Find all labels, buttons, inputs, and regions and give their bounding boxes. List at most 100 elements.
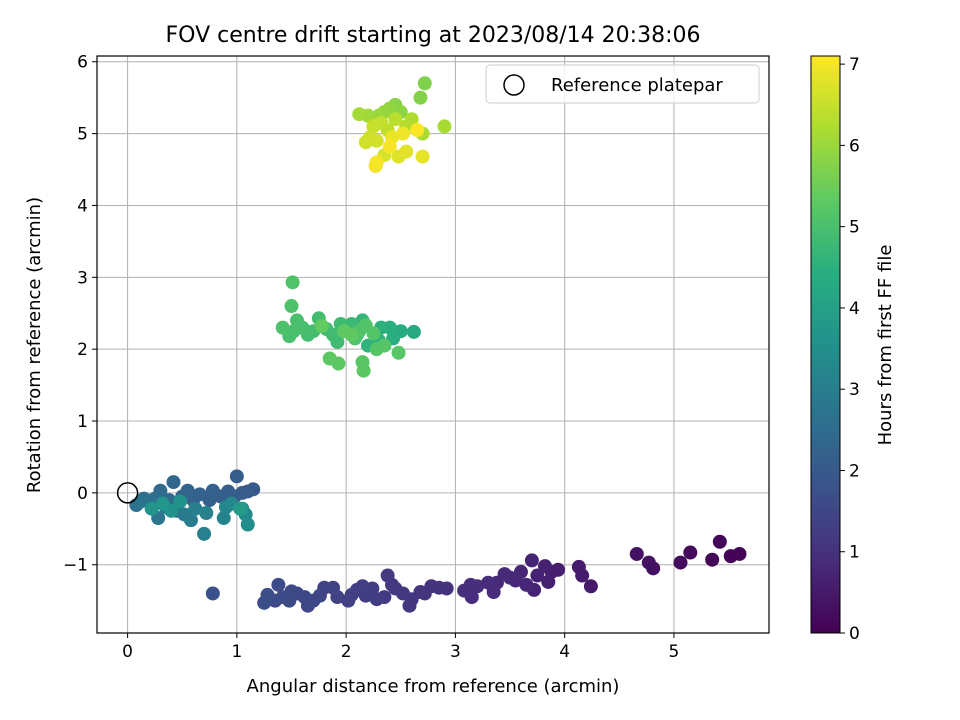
x-axis-ticks: 0 1 2 3 4 5 bbox=[122, 633, 679, 662]
legend-label: Reference platepar bbox=[551, 75, 723, 96]
chart-title: FOV centre drift starting at 2023/08/14 … bbox=[166, 23, 701, 48]
y-axis-label: Rotation from reference (arcmin) bbox=[24, 197, 45, 493]
data-point bbox=[519, 577, 534, 592]
y-axis-ticks: −1 0 1 2 3 4 5 6 bbox=[63, 53, 97, 576]
data-point bbox=[366, 326, 381, 341]
data-point bbox=[391, 345, 406, 360]
data-point bbox=[406, 324, 421, 339]
x-tick-label: 3 bbox=[450, 642, 461, 662]
data-point bbox=[481, 575, 496, 590]
data-point bbox=[530, 568, 545, 583]
data-point bbox=[240, 517, 255, 532]
y-tick-label: 3 bbox=[77, 268, 88, 288]
data-point bbox=[538, 559, 552, 574]
colorbar-tick-label: 3 bbox=[849, 380, 860, 400]
data-point bbox=[524, 553, 539, 568]
data-point bbox=[641, 555, 656, 570]
data-point bbox=[155, 496, 170, 511]
legend-box bbox=[485, 64, 760, 104]
data-point bbox=[457, 583, 472, 598]
colorbar-tick-label: 5 bbox=[849, 218, 860, 238]
data-points bbox=[116, 76, 747, 613]
plot-frame bbox=[96, 55, 770, 634]
data-point bbox=[410, 123, 425, 138]
data-point bbox=[285, 275, 300, 290]
y-tick-label: −1 bbox=[63, 556, 88, 576]
data-point bbox=[358, 135, 373, 150]
data-point bbox=[388, 112, 403, 127]
data-point bbox=[541, 574, 556, 589]
data-point bbox=[366, 119, 381, 134]
data-point bbox=[415, 149, 430, 164]
y-tick-label: 5 bbox=[77, 125, 88, 145]
data-point bbox=[583, 579, 598, 594]
y-tick-label: 1 bbox=[77, 412, 88, 432]
data-point bbox=[369, 133, 384, 148]
data-point bbox=[673, 555, 688, 570]
data-point bbox=[275, 320, 290, 335]
data-point bbox=[233, 501, 248, 516]
data-point bbox=[380, 568, 395, 583]
data-point bbox=[683, 545, 698, 560]
colorbar-tick-label: 7 bbox=[849, 55, 860, 75]
colorbar-tick-label: 2 bbox=[849, 461, 860, 481]
data-point bbox=[395, 126, 410, 141]
reference-platepar-marker bbox=[116, 482, 139, 504]
data-point bbox=[356, 363, 371, 378]
colorbar-tick-label: 0 bbox=[849, 624, 860, 644]
x-tick-label: 2 bbox=[341, 642, 352, 662]
colorbar-tick-label: 1 bbox=[849, 543, 860, 563]
colorbar-gradient bbox=[810, 55, 841, 634]
data-point bbox=[173, 494, 188, 509]
data-point bbox=[369, 155, 384, 170]
data-point bbox=[229, 469, 244, 484]
data-point bbox=[723, 549, 738, 564]
data-point bbox=[216, 511, 231, 526]
data-point bbox=[437, 119, 452, 134]
data-point bbox=[344, 327, 359, 342]
data-point bbox=[712, 534, 727, 549]
data-point bbox=[571, 559, 586, 574]
data-point bbox=[399, 144, 414, 159]
data-point bbox=[341, 593, 356, 608]
y-tick-label: 4 bbox=[77, 196, 88, 216]
data-point bbox=[402, 598, 417, 613]
data-point bbox=[166, 475, 181, 490]
data-point bbox=[205, 586, 220, 601]
data-point bbox=[199, 506, 214, 521]
data-point bbox=[352, 107, 367, 122]
data-point bbox=[271, 577, 286, 592]
y-tick-label: 6 bbox=[77, 53, 88, 73]
legend-marker-reference bbox=[503, 74, 525, 96]
data-point bbox=[369, 592, 384, 607]
data-point bbox=[197, 526, 212, 541]
data-point bbox=[322, 351, 337, 366]
x-tick-label: 4 bbox=[559, 642, 570, 662]
data-point bbox=[133, 494, 148, 509]
colorbar-tick-label: 6 bbox=[849, 136, 860, 156]
colorbar: 0 1 2 3 4 5 6 7 Hours from first FF file bbox=[810, 55, 896, 644]
data-point bbox=[382, 139, 397, 154]
data-point bbox=[257, 595, 272, 610]
colorbar-label: Hours from first FF file bbox=[875, 245, 896, 446]
grid-lines bbox=[97, 56, 769, 633]
data-point bbox=[417, 76, 432, 91]
y-tick-label: 2 bbox=[77, 340, 88, 360]
x-tick-label: 5 bbox=[669, 642, 680, 662]
data-point bbox=[284, 299, 299, 314]
data-point bbox=[413, 90, 428, 105]
x-axis-label: Angular distance from reference (arcmin) bbox=[247, 676, 620, 697]
y-tick-label: 0 bbox=[77, 484, 88, 504]
data-point bbox=[144, 501, 159, 516]
colorbar-ticks: 0 1 2 3 4 5 6 7 bbox=[840, 55, 860, 644]
data-point bbox=[183, 513, 198, 528]
data-point bbox=[315, 319, 330, 334]
x-tick-label: 1 bbox=[231, 642, 242, 662]
data-point bbox=[289, 313, 304, 328]
data-point bbox=[705, 552, 720, 567]
data-point bbox=[629, 546, 644, 561]
x-tick-label: 0 bbox=[122, 642, 133, 662]
colorbar-tick-label: 4 bbox=[849, 299, 860, 319]
legend: Reference platepar bbox=[485, 64, 760, 104]
